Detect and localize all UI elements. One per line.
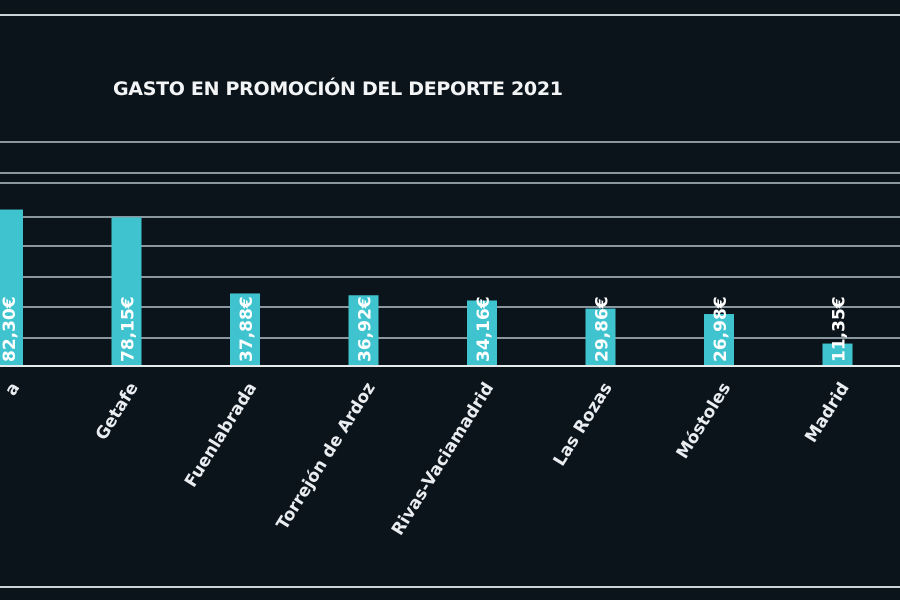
gridlines [0, 141, 900, 339]
data-label-7: 11,35€ [830, 296, 850, 362]
data-label-4: 34,16€ [474, 296, 494, 362]
bar-0 [0, 209, 23, 365]
category-label-5: Las Rozas [550, 379, 617, 470]
data-label-3: 36,92€ [356, 296, 376, 362]
category-label-1: Getafe [92, 379, 143, 444]
category-label-6: Móstoles [673, 379, 736, 463]
bars [0, 209, 853, 365]
bar-6 [704, 314, 734, 365]
bar-7 [822, 343, 853, 365]
data-label-1: 78,15€ [119, 296, 139, 362]
category-label-7: Madrid [801, 379, 853, 446]
chart-title: GASTO EN PROMOCIÓN DEL DEPORTE 2021 [113, 76, 563, 100]
category-label-3: Torrejón de Ardoz [273, 379, 380, 534]
data-label-0: 82,30€ [0, 296, 20, 362]
bar-2 [230, 293, 260, 365]
bar-4 [467, 300, 497, 365]
data-label-2: 37,88€ [237, 296, 257, 362]
data-label-5: 29,86€ [593, 296, 613, 362]
category-label-2: Fuenlabrada [181, 379, 261, 491]
bar-5 [585, 308, 616, 365]
bar-1 [111, 217, 142, 365]
bar-3 [348, 295, 379, 365]
data-label-6: 26,98€ [711, 296, 731, 362]
category-label-0: a [1, 379, 24, 399]
category-label-4: Rivas-Vaciamadrid [388, 379, 498, 539]
labels: 82,30€ a 78,15€ Getafe 37,88€ Fuenlabrada 36,9… [0, 296, 854, 539]
